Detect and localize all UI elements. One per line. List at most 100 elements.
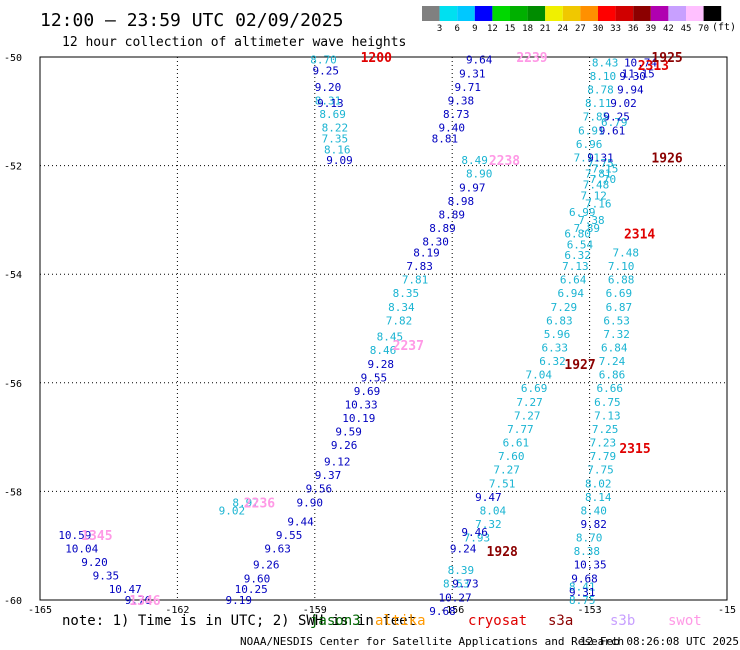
- wave-height-value: 9.19: [225, 594, 252, 607]
- wave-height-value: 9.68: [429, 605, 456, 618]
- wave-height-value: 9.09: [326, 154, 353, 167]
- wave-height-value: 6.54: [567, 238, 594, 251]
- wave-height-value: 7.83: [406, 260, 433, 273]
- wave-height-value: 9.31: [569, 586, 596, 599]
- satellite-name: altika: [375, 613, 426, 629]
- wave-height-value: 9.02: [219, 504, 246, 517]
- legend-swatch: [562, 6, 581, 21]
- legend-label: 9: [472, 24, 477, 34]
- legend-label: 6: [454, 24, 459, 34]
- legend-swatch: [598, 6, 616, 21]
- pass-time-label: 2236: [244, 496, 275, 511]
- wave-height-value: 8.43: [592, 56, 619, 69]
- wave-height-value: 7.13: [562, 260, 589, 273]
- wave-height-value: 8.16: [324, 143, 351, 156]
- wave-height-value: 10.47: [109, 583, 142, 596]
- wave-height-value: 9.90: [296, 496, 323, 509]
- pass-time-label: 1928: [487, 545, 518, 560]
- wave-height-value: 7.81: [402, 274, 429, 287]
- wave-height-value: 10.33: [345, 399, 378, 412]
- pass-time-label: 2314: [624, 227, 655, 242]
- footer-credit: NOAA/NESDIS Center for Satellite Applica…: [240, 635, 624, 648]
- wave-height-value: 7.13: [594, 409, 621, 422]
- wave-height-value: 9.55: [361, 371, 388, 384]
- wave-height-value: 9.71: [454, 81, 481, 94]
- wave-height-value: 7.82: [386, 314, 413, 327]
- wave-height-value: 6.80: [564, 227, 591, 240]
- x-tick-label: -162: [165, 605, 189, 616]
- wave-height-value: 8.46: [370, 344, 397, 357]
- wave-height-value: 7.29: [551, 301, 578, 314]
- wave-height-value: 9.24: [450, 542, 477, 555]
- wave-height-value: 6.32: [539, 355, 566, 368]
- legend-label: 18: [522, 24, 533, 34]
- wave-height-value: 5.96: [544, 328, 571, 341]
- wave-height-value: 8.45: [377, 331, 404, 344]
- wave-height-value: 9.31: [587, 151, 614, 164]
- chart-subtitle: 12 hour collection of altimeter wave hei…: [62, 35, 406, 50]
- satellite-legend: jason3 altika cryosat s3a s3b swot: [310, 613, 702, 629]
- legend-label: 24: [557, 24, 568, 34]
- wave-height-value: 9.60: [244, 572, 271, 585]
- y-tick-label: -52: [4, 162, 22, 173]
- wave-height-value: 8.39: [448, 564, 475, 577]
- wave-height-value: 7.75: [587, 157, 614, 170]
- wave-height-value: 6.33: [542, 342, 569, 355]
- wave-height-value: 10.19: [342, 412, 375, 425]
- wave-height-value: 7.16: [585, 198, 612, 211]
- y-axis: -50 -52 -54 -56 -58 -60: [4, 53, 22, 607]
- plot-frame: [39, 56, 728, 601]
- legend-label: 70: [698, 24, 709, 34]
- wave-height-value: 7.79: [590, 450, 617, 463]
- wave-height-value: 6.64: [560, 274, 587, 287]
- wave-height-value: 7.35: [322, 132, 349, 145]
- legend-swatch: [492, 6, 510, 21]
- wave-height-value: 10.04: [65, 542, 98, 555]
- wave-height-value: 6.61: [503, 437, 529, 450]
- legend-swatch: [580, 6, 598, 21]
- wave-height-value: 8.30: [422, 236, 449, 249]
- pass-time-label: 2238: [489, 154, 520, 169]
- wave-height-value: 7.75: [587, 464, 614, 477]
- legend-label: 33: [610, 24, 621, 34]
- wave-height-value: 9.02: [610, 97, 637, 110]
- wave-height-value: 8.14: [585, 491, 612, 504]
- wave-height-value: 9.26: [253, 559, 280, 572]
- wave-height-value: 6.66: [596, 382, 623, 395]
- legend-label: 45: [681, 24, 692, 34]
- wave-height-value: 10.59: [58, 529, 91, 542]
- wave-height-value: 9.76: [125, 594, 152, 607]
- legend-swatch: [457, 6, 475, 21]
- legend-swatch: [703, 6, 722, 21]
- legend-label: 27: [575, 24, 586, 34]
- legend-swatch: [439, 6, 458, 21]
- wave-height-value: 7.32: [475, 518, 502, 531]
- legend-label: 39: [645, 24, 656, 34]
- wave-height-value: 7.48: [613, 246, 640, 259]
- wave-height-value: 9.59: [335, 426, 362, 439]
- wave-height-value: 7.25: [592, 423, 619, 436]
- wave-height-value: 6.84: [601, 342, 628, 355]
- wave-height-value: 7.89: [574, 222, 601, 235]
- y-tick-label: -58: [4, 487, 22, 498]
- wave-height-value: 10.25: [235, 583, 268, 596]
- wave-height-value: 9.28: [367, 358, 394, 371]
- pass-time-label: 1346: [129, 594, 160, 609]
- wave-height-value: 8.11: [585, 97, 612, 110]
- footer-timestamp: 12 Feb 08:26:08 UTC 2025: [580, 635, 739, 648]
- wave-height-value: 7.27: [516, 396, 543, 409]
- satellite-name: s3b: [610, 613, 635, 629]
- wave-height-value: 9.46: [461, 526, 488, 539]
- x-axis: -165 -162 -159 -156 -153 -15: [28, 605, 736, 616]
- wave-height-value: 9.12: [324, 456, 351, 469]
- pass-time-label: 1345: [81, 529, 112, 544]
- wave-height-value: 8.34: [388, 301, 415, 314]
- wave-height-value: 7.04: [525, 369, 552, 382]
- wave-height-value: 8.98: [448, 195, 475, 208]
- wave-height-value: 7.70: [590, 173, 617, 186]
- satellite-name: s3a: [548, 613, 573, 629]
- wave-height-value: 8.49: [461, 154, 488, 167]
- pass-time-label: 1926: [651, 151, 682, 166]
- legend-label: 12: [487, 24, 498, 34]
- wave-height-value: 6.53: [603, 314, 630, 327]
